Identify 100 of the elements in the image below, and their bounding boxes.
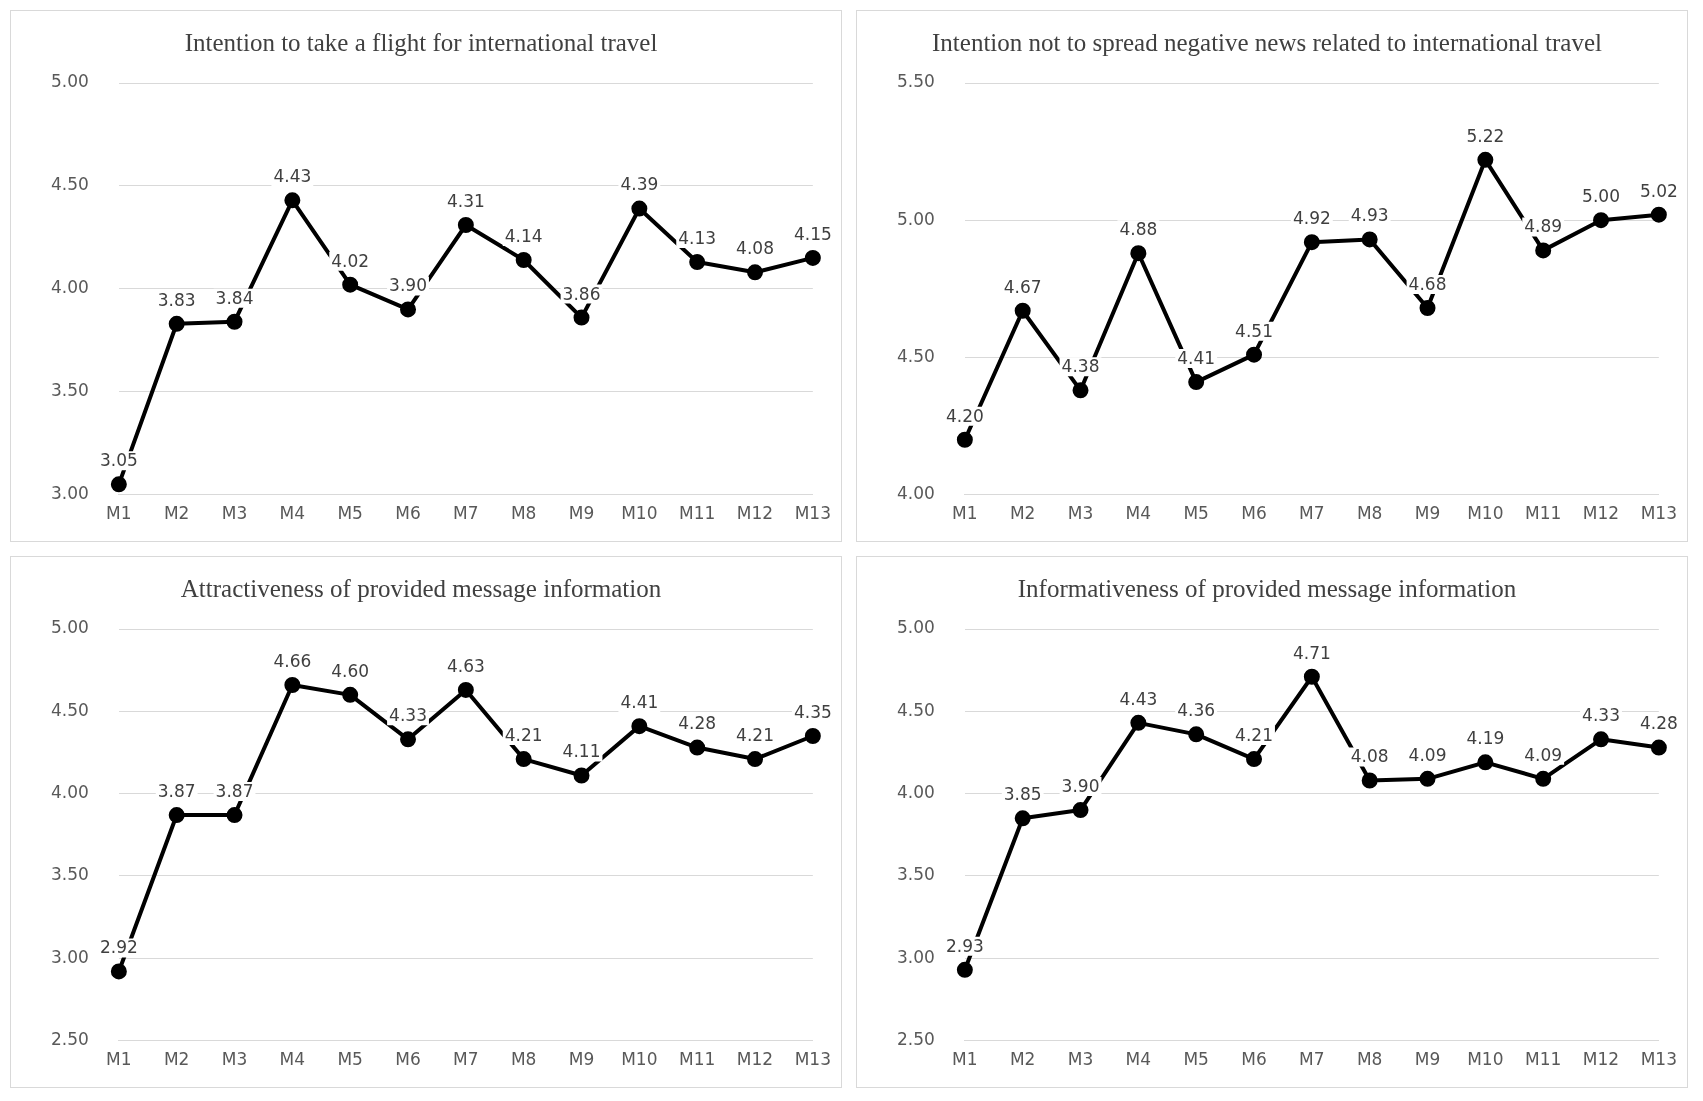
x-tick-label: M13	[794, 1049, 832, 1070]
x-tick-label: M12	[736, 503, 774, 524]
point	[1535, 242, 1552, 259]
x-tick-label: M1	[952, 503, 978, 524]
data-label: 4.19	[1466, 728, 1505, 749]
data-label: 4.35	[793, 701, 832, 722]
data-label: 4.08	[736, 238, 774, 259]
point	[110, 476, 127, 493]
point	[168, 807, 185, 824]
data-label: 2.92	[99, 937, 138, 958]
y-tick-label: 4.50	[50, 699, 89, 720]
x-tick-label: M13	[794, 503, 832, 524]
point	[1593, 731, 1610, 748]
data-label: 4.66	[273, 650, 312, 671]
point	[342, 686, 359, 703]
x-tick-label: M9	[568, 503, 595, 524]
point	[284, 676, 301, 693]
x-tick-label: M6	[395, 1049, 421, 1070]
x-tick-label: M10	[1467, 503, 1504, 524]
point	[342, 276, 359, 293]
point	[1014, 302, 1031, 319]
point	[804, 249, 821, 266]
data-label: 4.39	[620, 174, 659, 195]
x-tick-label: M12	[736, 1049, 774, 1070]
y-tick-label: 5.00	[896, 617, 935, 638]
chart-title: Intention not to spread negative news related to international travel	[932, 28, 1602, 56]
data-label: 2.93	[945, 935, 984, 956]
data-label: 4.15	[793, 223, 832, 244]
point	[1535, 770, 1552, 787]
y-tick-label: 3.00	[50, 946, 89, 967]
data-label: 4.93	[1350, 205, 1389, 226]
data-label: 4.09	[1408, 744, 1447, 765]
point	[573, 767, 590, 784]
y-tick-label: 3.00	[50, 483, 89, 504]
data-label: 4.67	[1003, 276, 1042, 297]
data-label: 4.38	[1061, 356, 1100, 377]
y-tick-label: 4.00	[896, 782, 935, 803]
y-tick-label: 4.50	[896, 345, 935, 366]
x-tick-label: M5	[1183, 503, 1209, 524]
data-label: 4.31	[446, 190, 485, 211]
y-tick-label: 5.00	[896, 208, 935, 229]
x-tick-label: M7	[453, 503, 479, 524]
point	[1072, 382, 1089, 399]
x-tick-label: M8	[510, 503, 537, 524]
x-tick-label: M5	[1183, 1049, 1209, 1070]
x-tick-label: M7	[453, 1049, 479, 1070]
x-tick-label: M13	[1640, 503, 1678, 524]
y-tick-label: 5.50	[896, 71, 935, 92]
data-label: 3.83	[157, 289, 196, 310]
x-tick-label: M5	[337, 1049, 363, 1070]
y-tick-label: 5.00	[50, 71, 89, 92]
point	[689, 739, 706, 756]
point	[515, 251, 532, 268]
x-tick-label: M3	[221, 1049, 248, 1070]
y-tick-label: 4.00	[50, 277, 89, 298]
data-label: 3.05	[99, 450, 138, 471]
x-tick-label: M12	[1582, 1049, 1620, 1070]
point	[226, 807, 243, 824]
point	[168, 315, 185, 332]
point	[1419, 770, 1436, 787]
x-tick-label: M6	[1241, 503, 1267, 524]
x-tick-label: M11	[1525, 503, 1562, 524]
x-tick-label: M4	[1125, 503, 1152, 524]
data-label: 4.60	[331, 660, 370, 681]
point	[110, 963, 127, 980]
x-tick-label: M2	[163, 503, 190, 524]
y-tick-label: 4.00	[896, 483, 935, 504]
x-tick-label: M3	[221, 503, 248, 524]
y-tick-label: 3.00	[896, 946, 935, 967]
y-tick-label: 3.50	[50, 380, 89, 401]
point	[1072, 802, 1089, 819]
data-label: 4.43	[1119, 688, 1158, 709]
x-tick-label: M11	[679, 503, 716, 524]
x-tick-label: M10	[1467, 1049, 1504, 1070]
point	[457, 681, 474, 698]
x-tick-label: M6	[1241, 1049, 1267, 1070]
data-label: 4.09	[1524, 744, 1563, 765]
x-tick-label: M1	[106, 503, 132, 524]
data-label: 4.41	[1177, 348, 1216, 369]
point	[226, 313, 243, 330]
point	[1188, 374, 1205, 391]
x-tick-label: M6	[395, 503, 421, 524]
y-tick-label: 5.00	[50, 617, 89, 638]
point	[956, 961, 973, 978]
point	[1650, 206, 1667, 223]
data-label: 5.02	[1639, 180, 1678, 201]
point	[747, 751, 764, 768]
x-tick-label: M8	[1356, 503, 1383, 524]
x-tick-label: M2	[1009, 503, 1036, 524]
x-tick-label: M2	[163, 1049, 190, 1070]
x-tick-label: M11	[679, 1049, 716, 1070]
data-label: 4.21	[736, 724, 774, 745]
data-label: 4.89	[1524, 216, 1563, 237]
data-label: 3.86	[562, 283, 601, 304]
point	[1361, 231, 1378, 248]
point	[631, 718, 648, 735]
point	[689, 254, 706, 271]
data-label: 4.21	[1235, 724, 1273, 745]
data-label: 4.88	[1119, 219, 1158, 240]
y-tick-label: 3.50	[50, 864, 89, 885]
